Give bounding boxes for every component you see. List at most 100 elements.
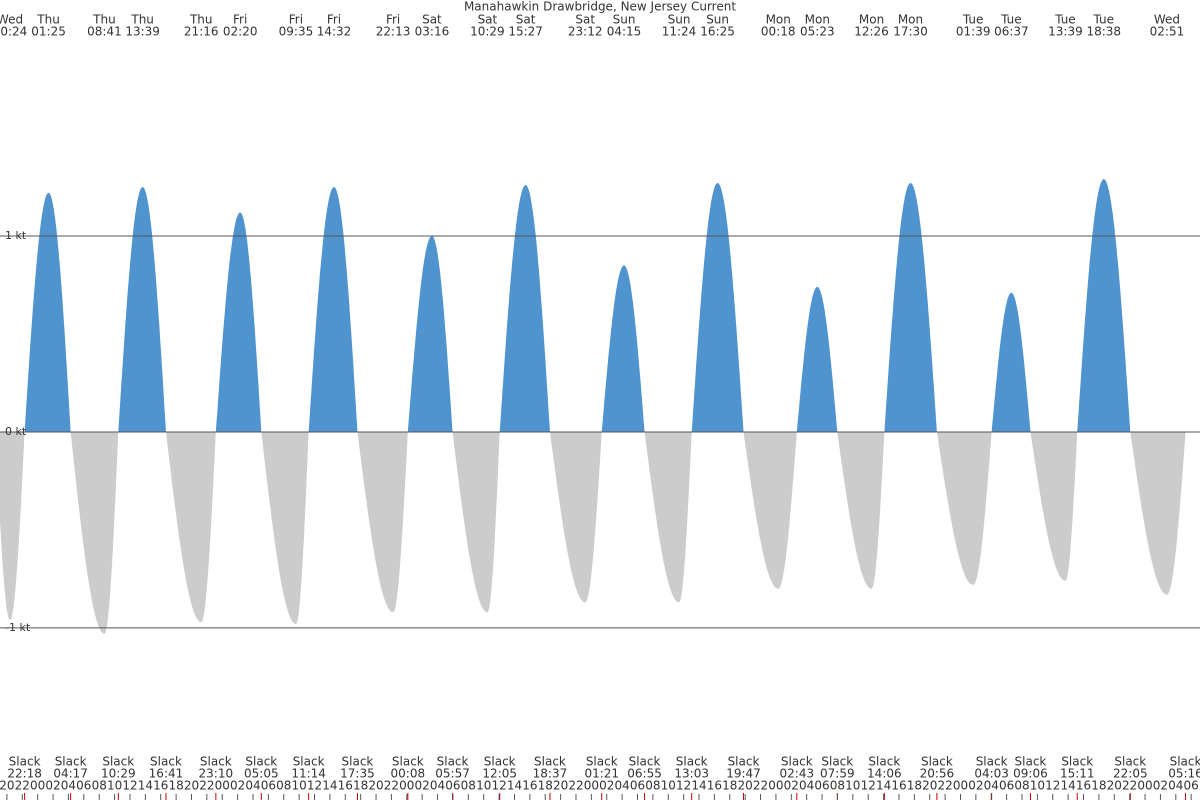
extreme-time: 13:39 [125, 25, 160, 39]
hour-tick-label: 12 [1045, 779, 1060, 793]
hour-tick-label: 18 [907, 779, 922, 793]
slack-time: 19:47 [726, 767, 761, 781]
slack-label: Slack [55, 755, 87, 769]
extreme-day: Tue [1093, 13, 1115, 27]
slack-label: Slack [868, 755, 900, 769]
hour-tick-label: 00 [215, 779, 230, 793]
hour-tick-label: 16 [153, 779, 168, 793]
extreme-time: 03:16 [415, 25, 450, 39]
hour-tick-label: 20 [0, 779, 15, 793]
flood-area [691, 183, 744, 432]
hour-tick-label: 12 [307, 779, 322, 793]
hour-tick-label: 16 [338, 779, 353, 793]
extreme-time: 18:38 [1086, 25, 1121, 39]
slack-time: 09:06 [1013, 767, 1048, 781]
flood-area [118, 187, 166, 432]
extreme-day: Mon [805, 13, 830, 27]
hour-tick-label: 02 [1153, 779, 1168, 793]
slack-time: 05:57 [435, 767, 470, 781]
hour-tick-label: 06 [630, 779, 645, 793]
hour-tick-label: 02 [968, 779, 983, 793]
hour-tick-label: 18 [1091, 779, 1106, 793]
extreme-day: Sat [516, 13, 536, 27]
hour-tick-label: 00 [584, 779, 599, 793]
extreme-time: 10:29 [470, 25, 505, 39]
ebb-area [644, 431, 692, 603]
extreme-time: 01:25 [31, 25, 66, 39]
ebb-area [1130, 431, 1186, 595]
slack-label: Slack [586, 755, 618, 769]
slack-label: Slack [976, 755, 1008, 769]
extreme-day: Fri [289, 13, 303, 27]
hour-tick-label: 22 [15, 779, 30, 793]
slack-time: 11:14 [291, 767, 326, 781]
slack-label: Slack [484, 755, 516, 769]
slack-label: Slack [921, 755, 953, 769]
hour-tick-label: 04 [1168, 779, 1183, 793]
hour-tick-label: 14 [876, 779, 891, 793]
slack-time: 18:37 [533, 767, 568, 781]
flood-area [215, 212, 262, 432]
extreme-time: 11:24 [662, 25, 697, 39]
extreme-day: Sat [478, 13, 498, 27]
flood-area [499, 185, 550, 432]
extreme-time: 01:39 [956, 25, 991, 39]
slack-time: 05:16 [1168, 767, 1200, 781]
hour-tick-label: 00 [30, 779, 45, 793]
extreme-time: 14:32 [317, 25, 352, 39]
ebb-area [261, 431, 309, 624]
hour-tick-label: 10 [107, 779, 122, 793]
hour-tick-label: 16 [522, 779, 537, 793]
slack-label: Slack [437, 755, 469, 769]
hour-tick-label: 00 [399, 779, 414, 793]
flood-area [1077, 179, 1131, 432]
extreme-time: 08:41 [87, 25, 122, 39]
hour-tick-label: 12 [676, 779, 691, 793]
slack-label: Slack [676, 755, 708, 769]
hour-tick-label: 20 [184, 779, 199, 793]
extreme-day: Wed [0, 13, 23, 27]
extreme-day: Fri [386, 13, 400, 27]
slack-label: Slack [200, 755, 232, 769]
hour-tick-label: 00 [768, 779, 783, 793]
extreme-day: Sun [668, 13, 691, 27]
slack-time: 17:35 [340, 767, 375, 781]
extreme-time: 02:51 [1150, 25, 1185, 39]
slack-time: 10:29 [101, 767, 136, 781]
ebb-area [936, 431, 992, 585]
y-tick-label: 1 kt [5, 229, 27, 242]
hour-tick-label: 04 [430, 779, 445, 793]
hour-tick-label: 08 [276, 779, 291, 793]
extreme-day: Fri [327, 13, 341, 27]
slack-time: 01:21 [584, 767, 619, 781]
extreme-time: 06:37 [994, 25, 1029, 39]
hour-tick-label: 22 [568, 779, 583, 793]
slack-time: 00:08 [391, 767, 426, 781]
extreme-day: Thu [189, 13, 213, 27]
ebb-area [0, 431, 25, 621]
hour-tick-label: 02 [784, 779, 799, 793]
extreme-day: Sun [613, 13, 636, 27]
slack-label: Slack [293, 755, 325, 769]
extreme-time: 04:15 [607, 25, 642, 39]
extreme-day: Fri [233, 13, 247, 27]
hour-tick-label: 10 [845, 779, 860, 793]
extreme-time: 23:12 [568, 25, 603, 39]
slack-time: 15:11 [1060, 767, 1095, 781]
hour-tick-label: 20 [368, 779, 383, 793]
extreme-time: 16:25 [700, 25, 735, 39]
hour-tick-label: 22 [199, 779, 214, 793]
hour-tick-label: 18 [168, 779, 183, 793]
hour-tick-label: 20 [1107, 779, 1122, 793]
hour-tick-label: 12 [861, 779, 876, 793]
hour-tick-label: 04 [61, 779, 76, 793]
slack-label: Slack [392, 755, 424, 769]
ebb-area [70, 431, 119, 634]
slack-time: 06:55 [627, 767, 662, 781]
extreme-time: 12:26 [854, 25, 889, 39]
chart-title: Manahawkin Drawbridge, New Jersey Curren… [464, 0, 736, 14]
hour-tick-label: 02 [45, 779, 60, 793]
extreme-day: Sun [706, 13, 729, 27]
ebb-area [550, 431, 602, 603]
extreme-day: Thu [92, 13, 116, 27]
